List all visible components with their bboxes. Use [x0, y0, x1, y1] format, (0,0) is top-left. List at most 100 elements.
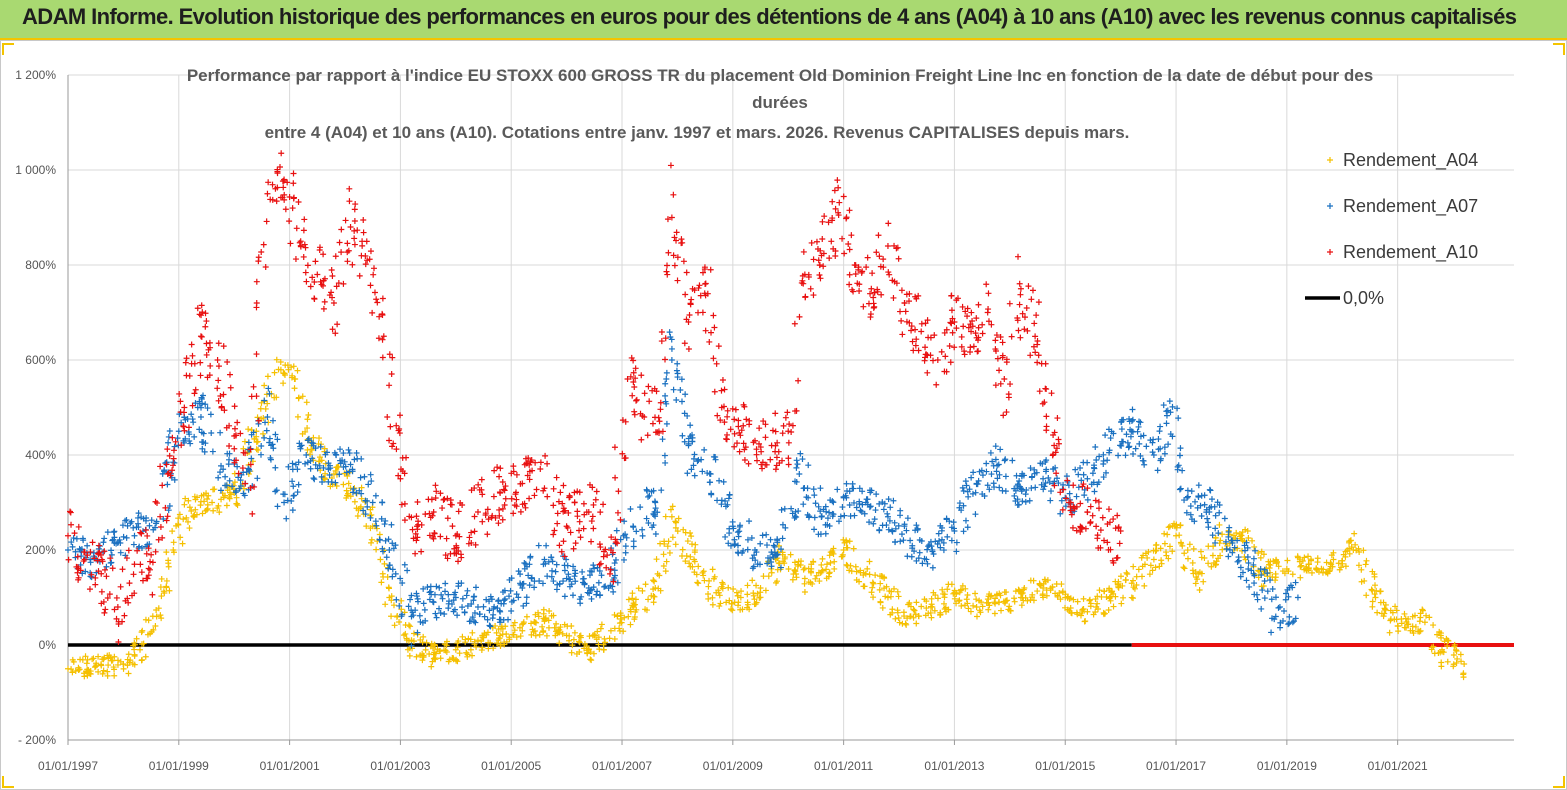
data-point	[757, 444, 764, 451]
data-point	[199, 510, 206, 517]
data-point	[717, 600, 724, 607]
data-point	[622, 549, 629, 556]
data-point	[505, 616, 512, 623]
data-point	[1113, 555, 1120, 562]
data-point	[1438, 630, 1445, 637]
data-point	[1246, 583, 1253, 590]
data-point	[1275, 604, 1282, 611]
chart-title-line-1: Performance par rapport à l'indice EU ST…	[187, 66, 1373, 85]
data-point	[1055, 480, 1062, 487]
data-point	[596, 646, 603, 653]
data-point	[97, 661, 104, 668]
data-point	[511, 627, 518, 634]
data-point	[418, 548, 425, 555]
frame-corner-bottom-left	[2, 776, 14, 788]
data-point	[810, 486, 817, 493]
data-point	[1419, 607, 1426, 614]
data-point	[1105, 607, 1112, 614]
data-point	[960, 528, 967, 535]
data-point	[663, 375, 670, 382]
data-point	[1032, 484, 1039, 491]
data-point	[123, 516, 130, 523]
data-point	[570, 636, 577, 643]
data-point	[280, 184, 287, 191]
data-point	[502, 495, 509, 502]
data-point	[964, 524, 971, 531]
data-point	[938, 348, 945, 355]
data-point	[787, 551, 794, 558]
data-point	[237, 482, 244, 489]
data-point	[100, 667, 107, 674]
data-point	[134, 514, 141, 521]
data-point	[1417, 614, 1424, 621]
data-point	[329, 326, 336, 333]
data-point	[464, 587, 471, 594]
data-point	[245, 465, 252, 472]
data-point	[947, 319, 954, 326]
data-point	[701, 577, 708, 584]
data-point	[777, 564, 784, 571]
data-point	[911, 548, 918, 555]
data-point	[571, 573, 578, 580]
data-point	[1169, 403, 1176, 410]
data-point	[901, 613, 908, 620]
data-point	[74, 553, 81, 560]
data-point	[476, 486, 483, 493]
data-point	[108, 547, 115, 554]
data-point	[1114, 512, 1121, 519]
data-point	[422, 646, 429, 653]
data-point	[876, 527, 883, 534]
data-point	[681, 438, 688, 445]
data-point	[448, 501, 455, 508]
data-point	[990, 462, 997, 469]
data-point	[1118, 426, 1125, 433]
data-point	[870, 594, 877, 601]
data-point	[260, 430, 267, 437]
data-point	[220, 343, 227, 350]
data-point	[217, 393, 224, 400]
data-point	[430, 509, 437, 515]
data-point	[959, 484, 966, 491]
data-point	[887, 593, 894, 600]
data-point	[358, 484, 365, 491]
data-point	[234, 419, 241, 426]
data-point	[701, 446, 708, 453]
data-point	[1351, 530, 1358, 537]
data-point	[295, 199, 302, 206]
data-point	[432, 495, 439, 502]
data-point	[813, 238, 820, 245]
data-point	[1374, 609, 1381, 616]
data-point	[1127, 433, 1134, 440]
data-point	[719, 376, 726, 383]
data-point	[279, 178, 286, 185]
data-point	[295, 395, 302, 402]
data-point	[1369, 598, 1376, 605]
data-point	[337, 446, 344, 453]
data-point	[973, 604, 980, 610]
data-point	[220, 494, 227, 501]
data-point	[1294, 554, 1301, 561]
data-point	[231, 479, 238, 486]
data-point	[1093, 523, 1100, 530]
data-point	[1066, 490, 1073, 497]
data-point	[387, 423, 394, 430]
data-point	[131, 646, 138, 653]
data-point	[253, 300, 260, 307]
data-point	[741, 457, 748, 464]
data-point	[891, 539, 898, 546]
data-point	[725, 540, 732, 547]
data-point	[829, 198, 836, 205]
data-point	[434, 646, 441, 653]
data-point	[459, 633, 466, 640]
data-point	[906, 298, 913, 305]
data-point	[94, 557, 101, 564]
data-point	[966, 486, 973, 493]
data-point	[99, 656, 106, 663]
data-point	[1352, 541, 1359, 548]
data-point	[795, 377, 802, 384]
data-point	[795, 508, 802, 515]
data-point	[405, 603, 412, 610]
data-point	[513, 496, 520, 503]
data-point	[302, 269, 309, 276]
data-point	[944, 533, 951, 540]
